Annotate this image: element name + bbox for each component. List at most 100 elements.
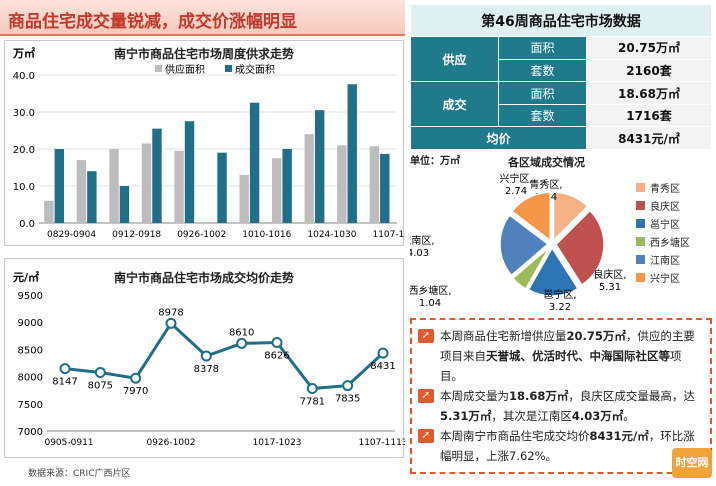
data-label: 7835 [335, 394, 360, 405]
data-label: 8378 [194, 364, 219, 375]
table-sub: 面积 [498, 81, 587, 105]
y-tick-label: 7500 [18, 400, 43, 411]
slice-label: 西乡塘区, 1.04 [410, 284, 452, 309]
bar-deal [152, 128, 162, 223]
table-row: 套数 2160套 [411, 58, 712, 83]
price-line [64, 321, 385, 391]
note-bold: 20.75万㎡ [566, 329, 626, 343]
table-val: 2160套 [586, 58, 712, 83]
line-chart-panel: 南宁市商品住宅市场成交均价走势 元/㎡ 7000 7500 8000 8500 9000 9… [4, 258, 405, 458]
bar-deal [282, 149, 292, 223]
price-point [236, 337, 248, 349]
pie-legend: 青秀区 良庆区 邕宁区 西乡塘区 江南区 兴宁区 [636, 178, 690, 286]
pie-title: 各区域成交情况 [508, 156, 585, 169]
price-point [165, 317, 177, 329]
legend-item: 邕宁区 [636, 214, 690, 232]
price-point [377, 347, 389, 359]
market-data-table: 第46周商品住宅市场数据 供应 面积 20.75万㎡ 套数 2160套 成交 面… [410, 3, 712, 150]
note-bold: 8431元/㎡ [589, 429, 649, 443]
note-text: ，良庆区成交量最高，达 [568, 389, 695, 403]
x-tick-label: 0905-0911 [44, 438, 93, 448]
table-sub: 套数 [498, 58, 587, 83]
table-row: 供应 面积 20.75万㎡ [410, 36, 712, 83]
table-row: 均价 8431元/㎡ [410, 126, 712, 150]
legend-swatch [636, 218, 645, 228]
legend-label: 西乡塘区 [650, 237, 690, 249]
note-text: ，供应的主要项目来自 [440, 329, 695, 363]
slice-label: 邕宁区, 3.22 [543, 288, 576, 313]
x-tick-label: 0926-1002 [177, 230, 226, 240]
legend-item: 兴宁区 [636, 268, 690, 286]
note-text: 本周成交量为 [440, 389, 509, 403]
note-text: ，其次是江南区 [491, 409, 572, 423]
legend-label: 青秀区 [650, 183, 680, 195]
pie-slice [499, 214, 550, 277]
x-tick-label: 1107-1113 [358, 438, 405, 448]
y-tick-label: 10.0 [13, 182, 35, 193]
legend-item: 西乡塘区 [636, 232, 690, 250]
legend-swatch [636, 236, 645, 246]
data-label: 8075 [88, 381, 113, 392]
slice-label: 江南区,4.03 [410, 234, 435, 259]
line-chart: 元/㎡ 7000 7500 8000 8500 9000 9500 8147 8075 7970 8… [13, 270, 405, 448]
bar-deal [249, 102, 260, 223]
data-label: 8610 [229, 327, 254, 338]
pie-unit: 单位：万㎡ [410, 156, 460, 167]
site-logo: 时空网 [672, 448, 712, 478]
note-item: ➚ 本周商品住宅新增供应量20.75万㎡，供应的主要项目来自天誉城、优活时代、中… [418, 326, 704, 386]
y-tick-label: 40.0 [13, 71, 35, 82]
bar-supply [304, 134, 314, 223]
bar-supply [76, 160, 87, 223]
bar-supply [337, 145, 347, 223]
line-y-unit: 元/㎡ [13, 270, 39, 284]
note-bold: 18.68万㎡ [509, 389, 569, 403]
x-tick-label: 0829-0904 [47, 230, 96, 240]
table-cat: 供应 [410, 36, 499, 83]
x-tick-label: 1024-1030 [307, 230, 356, 240]
price-point [94, 367, 106, 379]
bar-supply [272, 158, 282, 223]
table-sub: 套数 [498, 103, 587, 128]
note-bold: 5.31万㎡ [440, 409, 492, 423]
y-tick-label: 8000 [18, 373, 43, 384]
legend-swatch [636, 254, 645, 264]
legend-label: 良庆区 [650, 201, 680, 213]
legend-swatch [155, 65, 162, 72]
x-tick-label: 1017-1023 [252, 438, 301, 448]
data-label: 8626 [264, 351, 289, 362]
note-text: 本周商品住宅新增供应量 [440, 329, 567, 343]
legend-swatch [636, 200, 645, 210]
bar-deal [184, 121, 195, 223]
data-label: 8978 [158, 307, 183, 318]
legend-swatch [225, 65, 232, 72]
y-tick-label: 8500 [18, 345, 43, 356]
y-tick-label: 9000 [18, 318, 43, 329]
bar-supply [174, 150, 184, 223]
bar-deal [380, 153, 390, 223]
bar-chart-title: 南宁市商品住宅市场周度供求走势 [113, 47, 294, 61]
note-text: ，环比涨幅明显，上涨7.62%。 [440, 429, 695, 463]
note-bold: 4.03万㎡ [571, 409, 624, 423]
bar-deal [347, 84, 357, 223]
table-val: 1716套 [586, 103, 712, 128]
slice-label: 良庆区, 5.31 [593, 268, 626, 293]
table-row: 套数 1716套 [411, 103, 712, 128]
price-point [342, 380, 354, 392]
line-chart-title: 南宁市商品住宅市场成交均价走势 [113, 271, 294, 285]
arrow-icon: ➚ [418, 389, 434, 403]
note-bold: 天誉城、优活时代、中海国际社区等 [486, 349, 670, 363]
slice-label: 兴宁区, 2.74 [499, 172, 532, 197]
bar-supply [369, 146, 380, 223]
price-point [59, 363, 71, 375]
y-tick-label: 20.0 [13, 145, 35, 156]
pie-slice [511, 246, 551, 290]
y-tick-label: 30.0 [13, 108, 35, 119]
bar-supply [141, 143, 152, 223]
legend-label: 供应面积 [165, 63, 205, 76]
x-tick-label: 1107-1113 [372, 230, 405, 240]
note-text: 。 [623, 409, 635, 423]
note-item: ➚ 本周成交量为18.68万㎡，良庆区成交量最高，达 5.31万㎡，其次是江南区4… [418, 386, 704, 426]
bar-deal [314, 110, 325, 223]
arrow-icon: ➚ [418, 329, 434, 343]
y-tick-label: 0.0 [19, 219, 35, 230]
